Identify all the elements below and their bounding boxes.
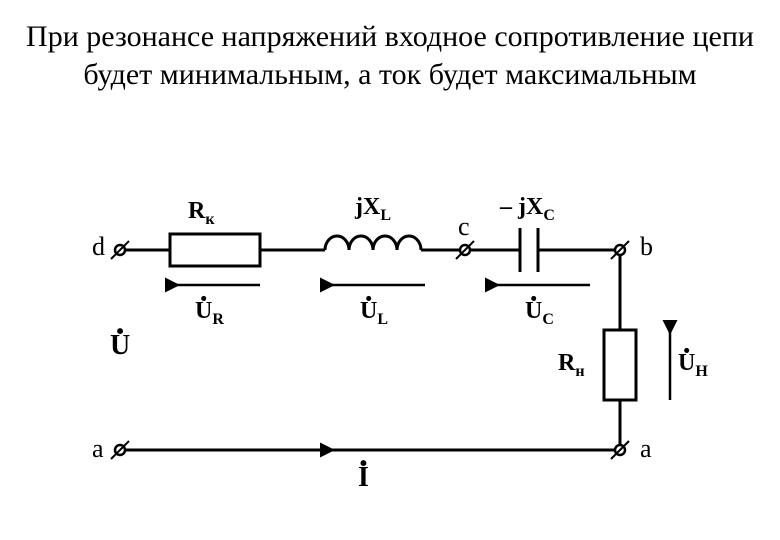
node-a-right-label: a bbox=[640, 434, 652, 464]
label-UH: UН bbox=[678, 350, 708, 381]
wires bbox=[120, 228, 636, 450]
title-text: При резонансе напряжений входное сопроти… bbox=[0, 18, 780, 93]
label-UL: UL bbox=[360, 298, 388, 329]
circuit-svg bbox=[80, 190, 700, 520]
label-Rk: Rк bbox=[188, 198, 215, 229]
label-RH: Rн bbox=[558, 350, 585, 381]
nodes bbox=[111, 241, 629, 459]
voltage-arrows bbox=[175, 285, 670, 450]
node-b-label: b bbox=[640, 232, 653, 262]
label-I: I bbox=[358, 462, 369, 494]
circuit-diagram: d c b a a Rк jXL – jXC Rн U UR UL UC UН … bbox=[80, 190, 700, 520]
label-jXC: – jXC bbox=[500, 194, 555, 225]
node-a-left-label: a bbox=[92, 434, 104, 464]
node-c-label: c bbox=[458, 212, 470, 242]
node-d-label: d bbox=[92, 232, 105, 262]
label-jXL: jXL bbox=[355, 194, 391, 225]
label-UC: UC bbox=[525, 298, 554, 329]
label-UR: UR bbox=[195, 298, 224, 329]
label-U: U bbox=[110, 330, 130, 362]
